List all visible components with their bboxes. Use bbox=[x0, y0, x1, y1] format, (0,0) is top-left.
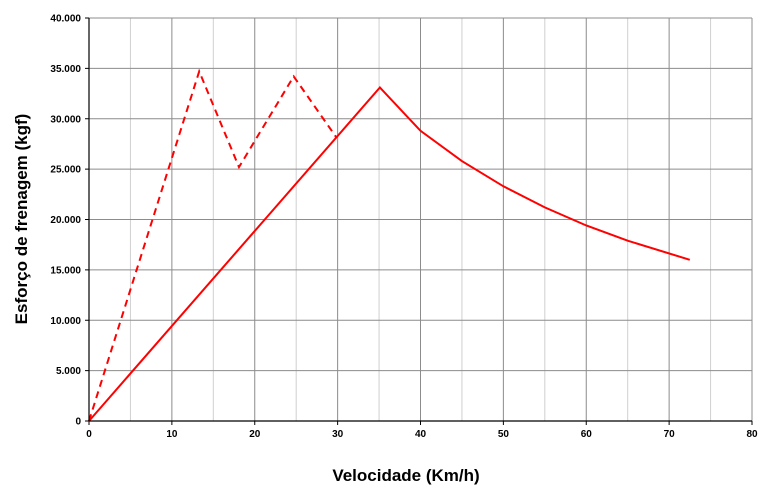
series-layer bbox=[88, 68, 691, 422]
y-tick-label: 0 bbox=[75, 417, 81, 428]
x-tick-label: 10 bbox=[166, 429, 178, 440]
major-gridlines bbox=[89, 17, 753, 421]
x-tick-label: 50 bbox=[498, 429, 510, 440]
y-tick-label: 5.000 bbox=[56, 366, 81, 377]
x-tick-label: 70 bbox=[664, 429, 676, 440]
x-tick-label: 40 bbox=[415, 429, 427, 440]
x-tick-label: 0 bbox=[86, 429, 92, 440]
series-solid-line bbox=[88, 86, 691, 422]
y-tick-label: 25.000 bbox=[50, 165, 81, 176]
series-dashed-line bbox=[88, 68, 337, 422]
y-axis-title: Esforço de frenagem (kgf) bbox=[12, 114, 31, 325]
x-tick-labels: 0 10 20 30 40 50 60 70 80 bbox=[86, 429, 758, 440]
y-tick-label: 40.000 bbox=[50, 14, 81, 25]
y-tick-label: 15.000 bbox=[50, 265, 81, 276]
y-tick-label: 20.000 bbox=[50, 215, 81, 226]
x-axis-title: Velocidade (Km/h) bbox=[332, 466, 479, 485]
x-tick-label: 60 bbox=[581, 429, 593, 440]
x-tick-label: 20 bbox=[249, 429, 261, 440]
y-tick-label: 35.000 bbox=[50, 64, 81, 75]
axes bbox=[85, 17, 753, 425]
y-tick-label: 10.000 bbox=[50, 316, 81, 327]
y-tick-label: 30.000 bbox=[50, 114, 81, 125]
x-tick-label: 30 bbox=[332, 429, 344, 440]
x-tick-label: 80 bbox=[746, 429, 758, 440]
y-tick-labels: 0 5.000 10.000 15.000 20.000 25.000 30.000 35.0… bbox=[50, 14, 81, 428]
